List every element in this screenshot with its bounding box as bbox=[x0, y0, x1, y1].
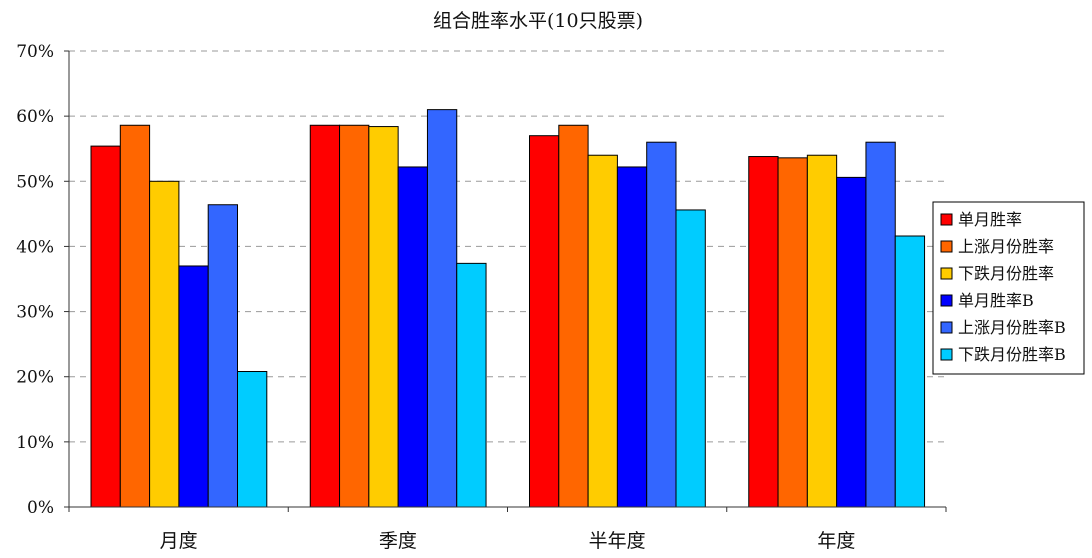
x-category-label: 月度 bbox=[160, 530, 198, 552]
legend-label: 下跌月份胜率 bbox=[958, 264, 1054, 283]
y-tick-label: 30% bbox=[16, 303, 54, 323]
bar bbox=[646, 141, 677, 508]
legend-label: 单月胜率 bbox=[958, 210, 1022, 229]
legend-label: 单月胜率B bbox=[958, 291, 1034, 310]
legend-swatch bbox=[940, 321, 953, 334]
legend-swatch bbox=[940, 348, 953, 361]
bar bbox=[675, 209, 706, 508]
chart-title: 组合胜率水平(10只股票) bbox=[433, 10, 643, 32]
bar bbox=[894, 235, 926, 508]
legend-swatch bbox=[940, 240, 953, 253]
legend-swatch bbox=[940, 294, 953, 307]
legend-swatch bbox=[940, 213, 953, 226]
bar bbox=[587, 154, 618, 508]
bar bbox=[207, 204, 238, 508]
bar bbox=[748, 156, 779, 508]
legend-box bbox=[932, 201, 1085, 375]
bar bbox=[149, 180, 180, 508]
legend-swatch bbox=[940, 267, 953, 280]
axes: 0% 10% 20% 30% 40% 50% 60% 70% 月度 季度 半年度 年度 bbox=[16, 42, 947, 552]
bar bbox=[456, 262, 487, 508]
bar bbox=[178, 265, 209, 508]
legend-label: 上涨月份胜率 bbox=[958, 237, 1054, 256]
bar bbox=[558, 124, 589, 508]
bar bbox=[309, 124, 341, 508]
bar bbox=[865, 141, 896, 508]
y-tick-label: 60% bbox=[16, 107, 54, 127]
bar bbox=[806, 154, 838, 508]
bar bbox=[836, 176, 867, 508]
y-tick-label: 40% bbox=[16, 237, 54, 257]
bar bbox=[529, 135, 560, 508]
bar bbox=[368, 126, 399, 508]
legend-label: 上涨月份胜率B bbox=[958, 318, 1066, 337]
bar bbox=[616, 166, 648, 508]
x-category-label: 半年度 bbox=[589, 530, 646, 552]
bar bbox=[119, 124, 151, 508]
y-tick-label: 0% bbox=[27, 498, 54, 518]
bar bbox=[397, 166, 428, 508]
bar bbox=[237, 371, 268, 508]
bars bbox=[90, 109, 926, 508]
x-category-label: 年度 bbox=[817, 530, 855, 552]
x-category-label: 季度 bbox=[379, 530, 417, 552]
bar bbox=[777, 157, 808, 508]
y-tick-label: 70% bbox=[16, 42, 54, 62]
y-tick-label: 10% bbox=[16, 433, 54, 453]
bar bbox=[426, 109, 458, 508]
legend-label: 下跌月份胜率B bbox=[958, 345, 1066, 364]
bar bbox=[90, 145, 121, 508]
bar bbox=[339, 124, 370, 508]
y-tick-label: 50% bbox=[16, 172, 54, 192]
y-tick-label: 20% bbox=[16, 368, 54, 388]
